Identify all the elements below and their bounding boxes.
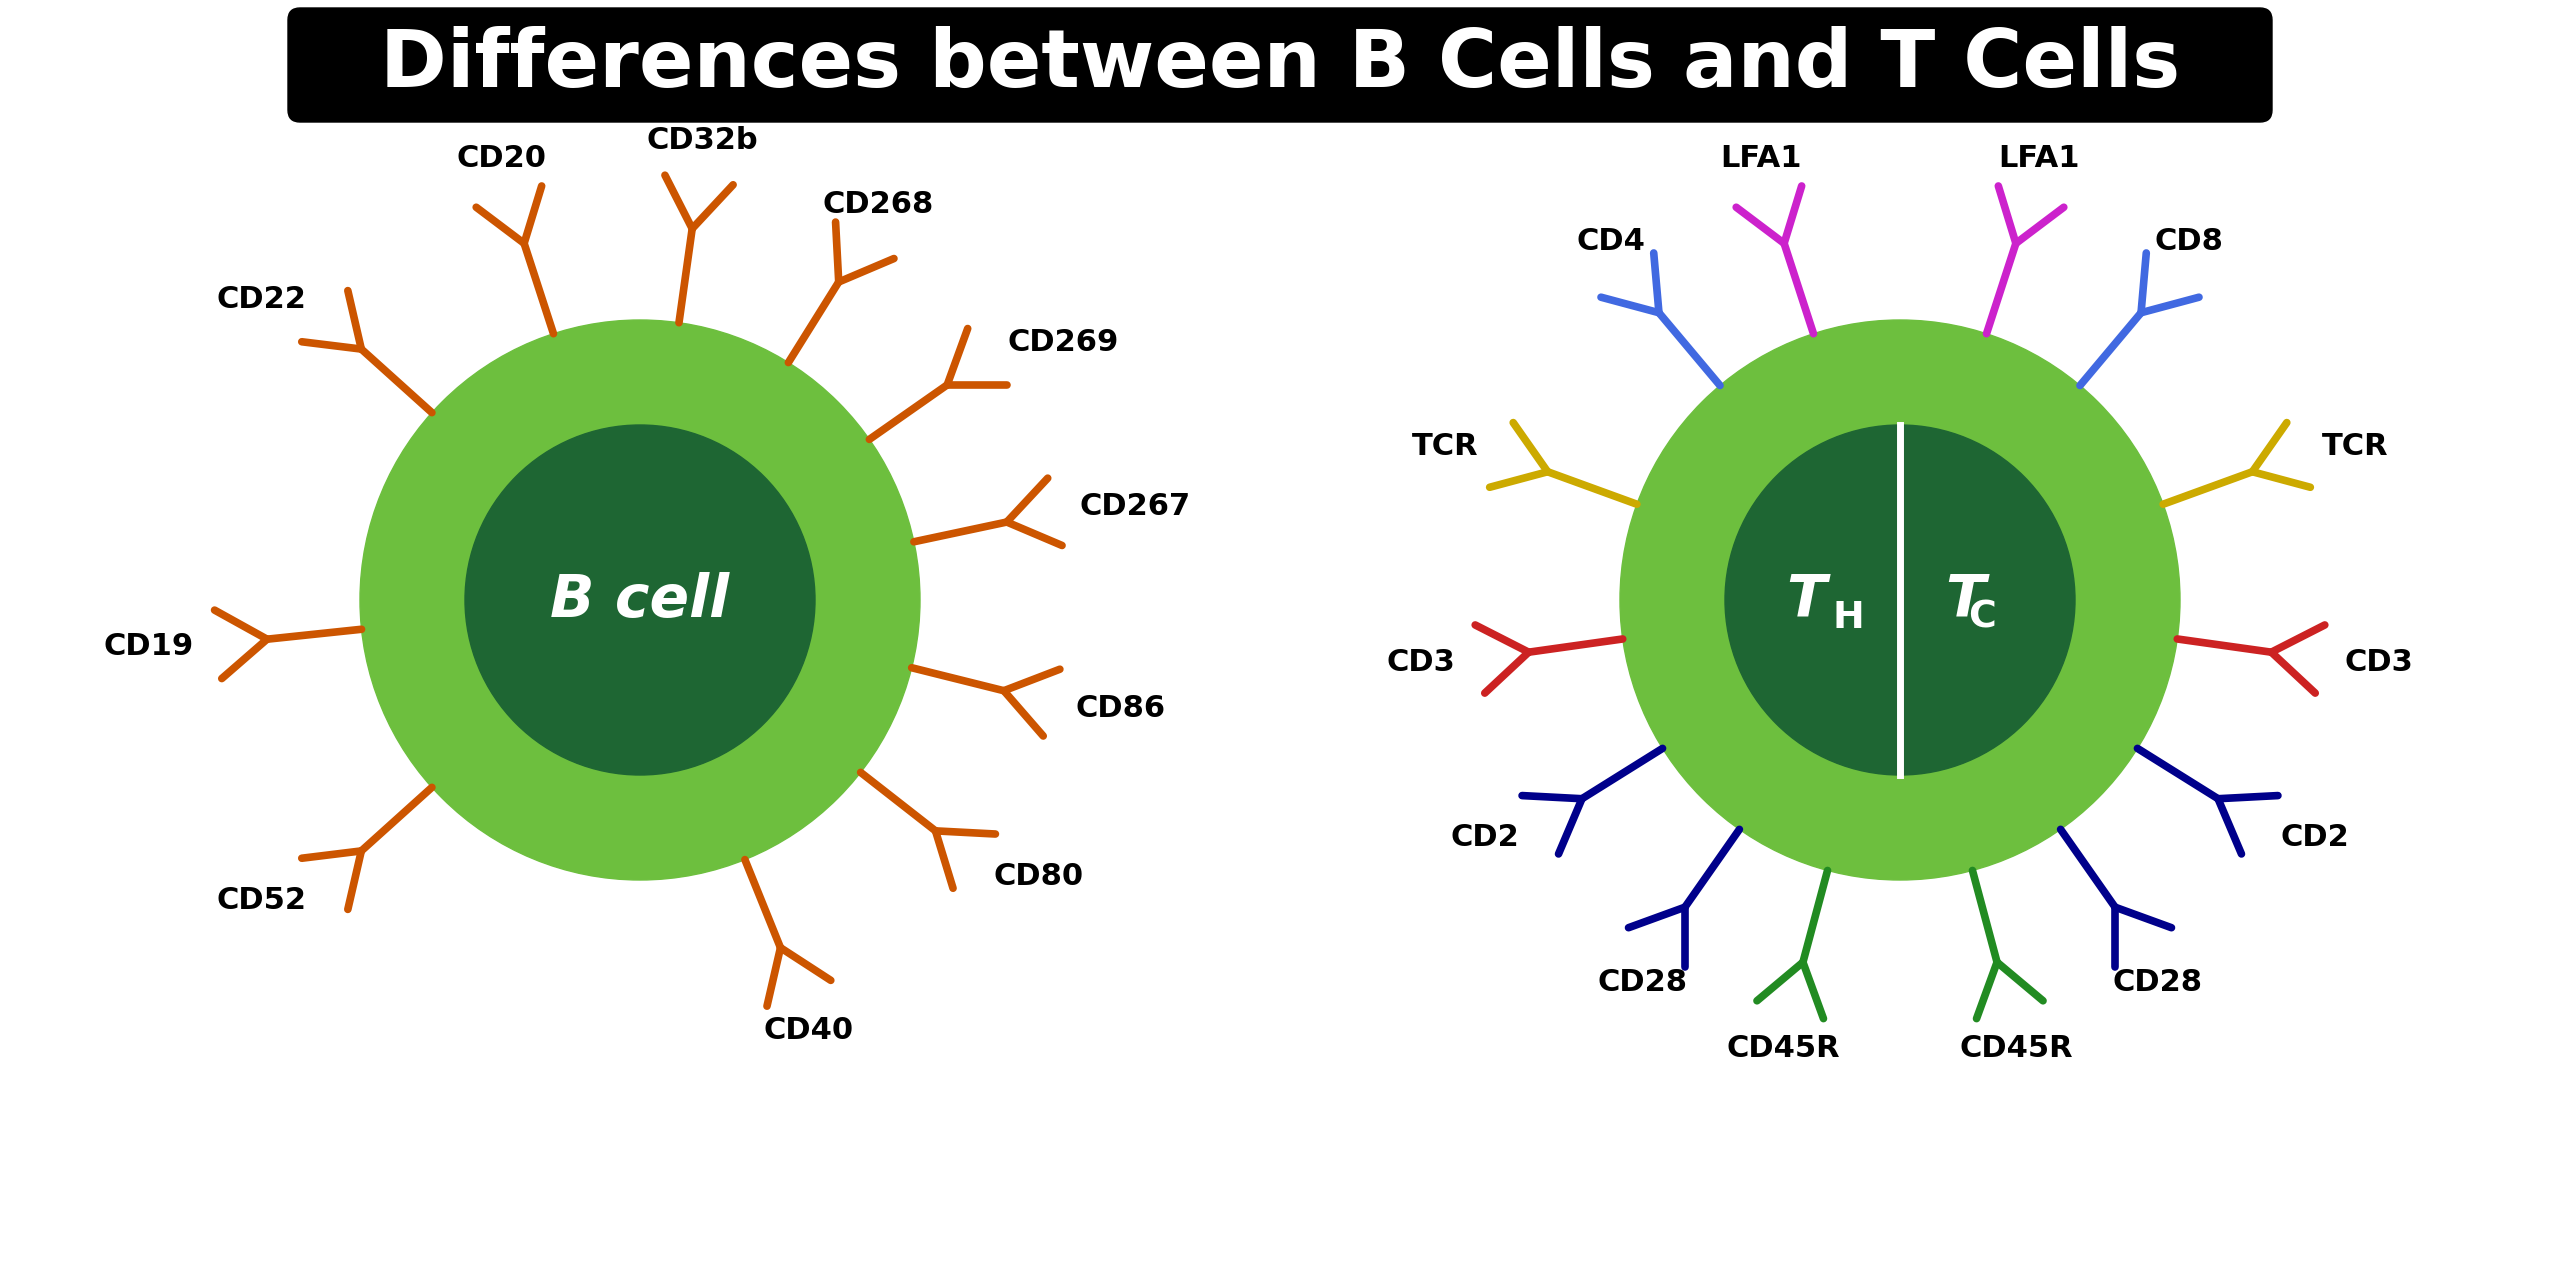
Text: CD3: CD3 [2345, 648, 2414, 677]
Text: TCR: TCR [2322, 431, 2388, 461]
Text: T: T [1787, 571, 1825, 628]
Text: CD2: CD2 [2281, 823, 2350, 852]
Text: C: C [1969, 600, 1997, 636]
Text: CD268: CD268 [822, 191, 934, 219]
Circle shape [361, 320, 919, 881]
Text: CD28: CD28 [2112, 968, 2202, 997]
Text: CD32b: CD32b [648, 127, 758, 155]
Text: CD45R: CD45R [1958, 1034, 2074, 1062]
Text: H: H [1833, 600, 1864, 636]
Circle shape [466, 425, 814, 774]
Text: T: T [1946, 571, 1987, 628]
Text: CD20: CD20 [456, 143, 545, 173]
Text: CD8: CD8 [2153, 227, 2222, 256]
Text: TCR: TCR [1411, 431, 1477, 461]
Text: CD86: CD86 [1075, 694, 1165, 723]
Circle shape [1725, 425, 2076, 774]
Text: CD80: CD80 [993, 861, 1083, 891]
Text: CD2: CD2 [1452, 823, 1518, 852]
Text: CD3: CD3 [1388, 648, 1457, 677]
Text: CD269: CD269 [1009, 328, 1119, 357]
Text: LFA1: LFA1 [1720, 143, 1802, 173]
Text: CD45R: CD45R [1728, 1034, 1841, 1062]
Text: CD40: CD40 [763, 1016, 852, 1046]
Text: LFA1: LFA1 [1997, 143, 2079, 173]
Text: CD22: CD22 [218, 285, 307, 314]
FancyBboxPatch shape [287, 8, 2273, 122]
Text: CD28: CD28 [1597, 968, 1687, 997]
Text: CD267: CD267 [1080, 492, 1190, 521]
Text: CD52: CD52 [218, 886, 307, 915]
Text: CD4: CD4 [1577, 227, 1646, 256]
Text: Differences between B Cells and T Cells: Differences between B Cells and T Cells [379, 26, 2181, 104]
Circle shape [1620, 320, 2181, 881]
Text: CD19: CD19 [102, 632, 195, 662]
Text: B cell: B cell [550, 571, 730, 628]
